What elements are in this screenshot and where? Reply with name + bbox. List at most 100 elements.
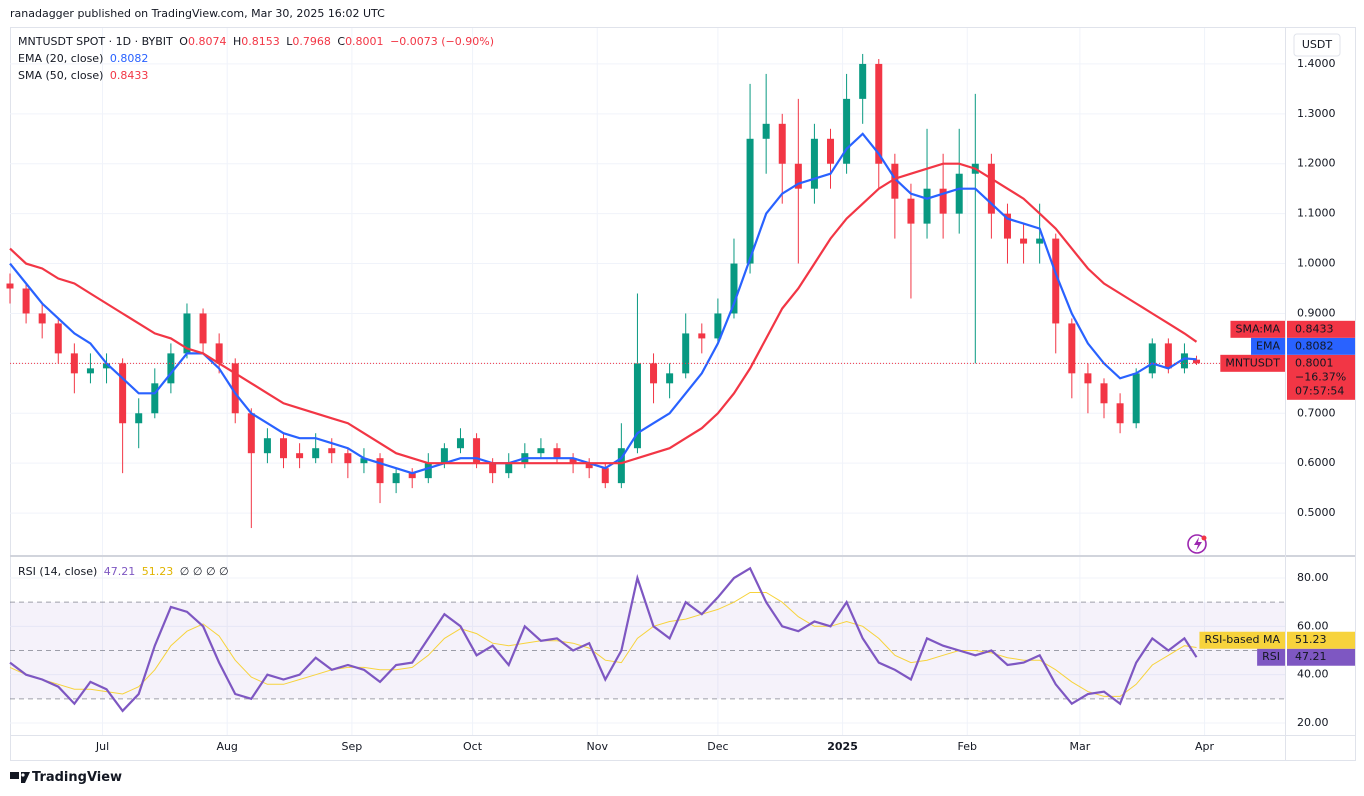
candle-body — [746, 138, 754, 264]
candle-body — [489, 463, 497, 474]
y-tick-label: 0.6000 — [1297, 456, 1336, 469]
candle-body — [119, 363, 127, 424]
candle-body — [392, 473, 400, 484]
candle-body — [199, 313, 207, 344]
y-tick-label: 0.5000 — [1297, 506, 1336, 519]
candle-body — [859, 63, 867, 99]
ema-legend: EMA (20, close) 0.8082 — [18, 52, 151, 65]
candle-body — [440, 448, 448, 464]
candle-body — [70, 353, 78, 374]
y-tick-label: 1.2000 — [1297, 157, 1336, 170]
ema-name[interactable]: EMA (20, close) — [18, 52, 104, 65]
candle-body — [537, 448, 545, 454]
candle-body — [1020, 238, 1028, 244]
candle-body — [666, 373, 674, 384]
candle-body — [1193, 359, 1201, 364]
candle-body — [473, 438, 481, 464]
rsi-badge-value: 47.21 — [1295, 650, 1327, 663]
y-tick-label: 1.4000 — [1297, 57, 1336, 70]
x-tick-label: Feb — [958, 740, 977, 753]
ohlc-label: C — [337, 35, 346, 48]
candle-body — [151, 383, 159, 414]
ma-badge-value-bg — [1287, 337, 1355, 355]
candle-body — [1068, 323, 1076, 374]
x-tick-label: Mar — [1069, 740, 1090, 753]
rsi-badge-label-bg — [1199, 631, 1285, 649]
x-tick-label: Oct — [463, 740, 483, 753]
y-tick-label: 1.3000 — [1297, 107, 1336, 120]
close-value: 0.8001 — [345, 35, 384, 48]
last-price-badge-value: −16.37% — [1295, 370, 1346, 383]
candle-body — [22, 288, 30, 314]
candle-body — [891, 163, 899, 199]
candle-body — [424, 463, 432, 479]
candle-body — [907, 198, 915, 224]
series-line — [9, 162, 1198, 465]
candle-body — [505, 463, 513, 474]
rsi-badge-label: RSI-based MA — [1204, 633, 1280, 646]
unit-label: USDT — [1302, 38, 1333, 51]
x-tick-label: 2025 — [827, 740, 858, 753]
candle-body — [1100, 383, 1108, 404]
last-price-badge-label-bg — [1220, 354, 1285, 372]
footer-brand: TradingView — [32, 770, 123, 785]
candle-body — [585, 463, 593, 469]
candle-body — [794, 163, 802, 189]
candle-body — [1084, 373, 1092, 384]
symbol[interactable]: MNTUSDT SPOT · 1D · BYBIT — [18, 35, 173, 48]
candle-body — [1116, 403, 1124, 424]
sma-name[interactable]: SMA (50, close) — [18, 69, 104, 82]
plot — [6, 53, 1285, 713]
candle-body — [1180, 353, 1188, 369]
candle-body — [810, 138, 818, 189]
rsi-ma-value: 51.23 — [141, 565, 174, 578]
x-tick-label: Jul — [95, 740, 109, 753]
ma-badge-label: EMA — [1256, 339, 1280, 352]
candle-body — [1132, 373, 1140, 424]
open-value: 0.8074 — [187, 35, 227, 48]
candle-body — [843, 98, 851, 164]
rsi-flags: ∅ ∅ ∅ ∅ — [179, 565, 229, 578]
publish-header: ranadagger published on TradingView.com,… — [10, 7, 385, 20]
x-tick-label: Aug — [216, 740, 237, 753]
unit-box[interactable] — [1293, 33, 1341, 57]
candle-body — [698, 333, 706, 339]
candle-body — [1036, 238, 1044, 244]
candle-body — [376, 458, 384, 484]
candle-body — [54, 323, 62, 354]
alert-icon[interactable] — [1187, 534, 1207, 554]
candle-body — [6, 283, 14, 289]
candle-body — [601, 468, 609, 484]
rsi-badge-label: RSI — [1262, 650, 1280, 663]
symbol-legend: MNTUSDT SPOT · 1D · BYBIT O0.8074 H0.815… — [18, 35, 497, 48]
ma-badge-label-bg — [1251, 337, 1285, 355]
ma-badge-label: SMA:MA — [1235, 322, 1280, 335]
rsi-badge-value-bg — [1287, 631, 1355, 649]
rsi-badge-value-bg — [1287, 648, 1355, 666]
candle-body — [633, 363, 641, 449]
candle-body — [875, 63, 883, 164]
candle-body — [714, 313, 722, 339]
candle-body — [103, 363, 111, 369]
rsi-title[interactable]: RSI (14, close) — [18, 565, 98, 578]
candle-body — [569, 458, 577, 464]
ohlc-label: O — [179, 35, 188, 48]
candle-body — [682, 333, 690, 374]
candle-body — [1052, 238, 1060, 324]
last-price-badge-value: 07:57:54 — [1295, 384, 1344, 397]
candle-body — [38, 313, 46, 324]
candle-body — [456, 438, 464, 449]
x-tick-label: Dec — [707, 740, 728, 753]
ohlc-label: L — [286, 35, 293, 48]
candle-body — [280, 438, 288, 459]
tradingview-logo — [10, 772, 30, 783]
candle-body — [553, 448, 561, 459]
rsi-legend: RSI (14, close) 47.21 51.23 ∅ ∅ ∅ ∅ — [18, 565, 232, 578]
candle-body — [955, 173, 963, 214]
chart-frame — [10, 27, 1356, 761]
y-tick-label: 0.9000 — [1297, 306, 1336, 319]
candle-body — [408, 473, 416, 479]
change: −0.0073 (−0.90%) — [390, 35, 495, 48]
candle-body — [247, 413, 255, 454]
